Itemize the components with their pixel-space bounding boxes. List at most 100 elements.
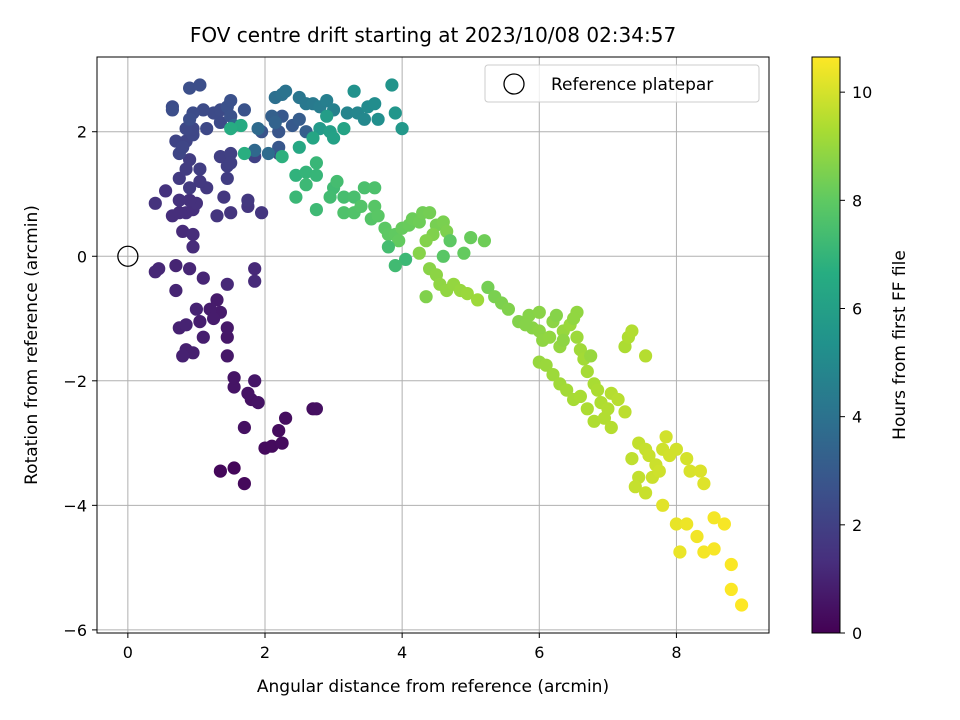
data-point xyxy=(237,477,251,491)
data-point xyxy=(337,190,351,204)
data-point xyxy=(292,112,306,126)
data-point xyxy=(255,206,269,220)
data-point xyxy=(172,171,186,185)
data-point xyxy=(611,392,625,407)
data-point xyxy=(196,271,210,285)
x-tick-label: 6 xyxy=(534,643,544,662)
data-point xyxy=(549,308,564,322)
data-point xyxy=(546,368,560,382)
data-point xyxy=(604,420,618,435)
colorbar-label: Hours from first FF file xyxy=(890,250,910,440)
data-point xyxy=(220,321,234,335)
data-point xyxy=(309,168,323,182)
data-point xyxy=(299,178,313,192)
data-point xyxy=(234,118,248,133)
data-point xyxy=(464,231,478,245)
data-point xyxy=(292,140,306,154)
colorbar-tick-label: 2 xyxy=(852,516,862,535)
data-point xyxy=(573,389,588,403)
data-point xyxy=(707,542,721,556)
data-point xyxy=(248,262,262,276)
data-point xyxy=(183,81,197,95)
data-point xyxy=(693,464,708,478)
data-point xyxy=(543,330,557,344)
data-point xyxy=(172,193,186,207)
data-point xyxy=(501,302,515,316)
x-tick-label: 8 xyxy=(671,643,681,662)
data-point xyxy=(584,349,598,363)
data-point xyxy=(625,324,639,338)
data-point xyxy=(639,486,653,500)
data-point xyxy=(265,439,279,453)
legend-box xyxy=(484,64,760,103)
data-point xyxy=(251,396,265,410)
data-point xyxy=(697,545,711,559)
data-point xyxy=(642,448,656,463)
data-point xyxy=(299,165,313,179)
data-point xyxy=(580,364,594,379)
data-points xyxy=(148,78,749,612)
data-point xyxy=(680,517,694,531)
data-point xyxy=(275,436,289,450)
data-point xyxy=(217,190,231,204)
data-point xyxy=(196,330,210,344)
data-point xyxy=(320,94,334,108)
data-point xyxy=(248,374,262,388)
data-point xyxy=(697,477,711,491)
data-point xyxy=(337,122,351,136)
colorbar-tick-label: 4 xyxy=(852,408,862,427)
data-point xyxy=(210,209,224,223)
data-point xyxy=(241,193,255,207)
data-point xyxy=(227,461,241,475)
data-point xyxy=(176,224,190,238)
data-point xyxy=(148,196,162,210)
data-point xyxy=(724,557,738,572)
data-point xyxy=(580,402,594,416)
data-point xyxy=(597,411,612,425)
data-point xyxy=(183,181,197,195)
data-point xyxy=(224,94,238,108)
x-tick-label: 0 xyxy=(123,643,133,662)
x-axis-label: Angular distance from reference (arcmin) xyxy=(257,677,609,697)
data-point xyxy=(680,452,694,466)
y-tick-label: −2 xyxy=(63,372,87,391)
data-point xyxy=(183,112,197,126)
data-point xyxy=(347,190,361,204)
data-point xyxy=(419,290,433,304)
data-point xyxy=(224,146,238,161)
data-point xyxy=(717,517,732,531)
data-point xyxy=(200,122,214,136)
colorbar-tick-label: 6 xyxy=(852,299,862,318)
data-point xyxy=(272,424,286,438)
data-point xyxy=(241,386,255,400)
reference-marker-group xyxy=(117,245,139,267)
data-point xyxy=(309,156,323,170)
data-point xyxy=(371,112,385,126)
data-point xyxy=(340,106,354,120)
data-point xyxy=(381,240,395,254)
data-point xyxy=(268,115,282,129)
data-point xyxy=(213,115,227,129)
data-point xyxy=(323,190,337,204)
data-point xyxy=(399,252,413,266)
data-point xyxy=(354,199,368,213)
data-point xyxy=(220,171,234,185)
data-point xyxy=(213,150,227,164)
data-point xyxy=(395,122,409,136)
data-point xyxy=(213,464,227,478)
data-point xyxy=(532,305,546,319)
data-point xyxy=(587,414,601,428)
data-point xyxy=(279,411,293,425)
data-point xyxy=(186,227,200,242)
data-point xyxy=(309,402,323,416)
x-tick-label: 4 xyxy=(397,643,407,662)
data-point xyxy=(169,259,183,273)
data-point xyxy=(275,150,289,164)
data-point xyxy=(690,529,704,544)
data-point xyxy=(330,174,344,189)
data-point xyxy=(176,349,190,363)
data-point xyxy=(224,156,238,170)
data-point xyxy=(313,122,327,136)
data-point xyxy=(320,109,334,123)
y-tick-label: 0 xyxy=(77,247,87,266)
